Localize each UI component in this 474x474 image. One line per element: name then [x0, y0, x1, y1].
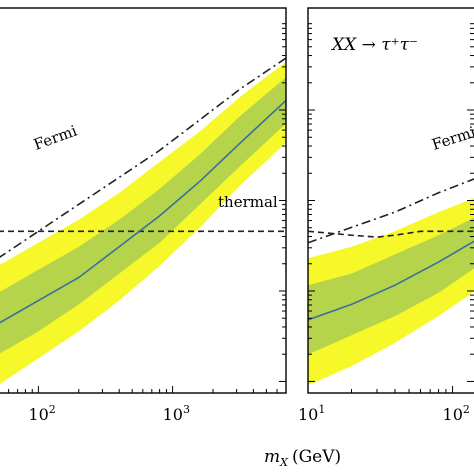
- right-series-thermal-line: [308, 230, 474, 238]
- right-series-median-line: [308, 240, 474, 321]
- right-x-tick-label: 102: [443, 403, 470, 424]
- left-panel: 102 103 Fermi thermal: [0, 7, 287, 424]
- left-x-tick-label: 102: [28, 403, 55, 424]
- right-x-tick-label: 101: [298, 403, 325, 424]
- left-series-median-line: [0, 99, 286, 324]
- left-band-inner: [0, 77, 286, 354]
- fermi-label-left: Fermi: [31, 122, 79, 154]
- left-series-fermi-line: [0, 57, 286, 258]
- left-x-tick-label: 103: [163, 403, 190, 424]
- thermal-label: thermal: [218, 193, 278, 211]
- right-panel-title: XX → τ⁺τ⁻: [330, 35, 418, 55]
- fermi-label-right: Fermi: [430, 123, 474, 154]
- right-panel: 101 102 XX → τ⁺τ⁻ Fermi: [298, 7, 474, 424]
- right-series-fermi-line: [308, 178, 474, 244]
- x-axis-label: mX (GeV): [264, 447, 341, 469]
